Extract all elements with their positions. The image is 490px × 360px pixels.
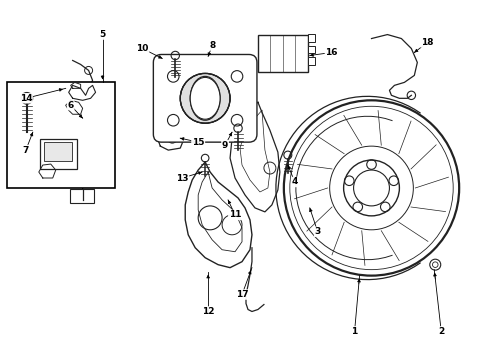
Text: 15: 15 (192, 138, 204, 147)
Bar (7, 82, 115, 188)
Text: 9: 9 (222, 141, 228, 150)
FancyBboxPatch shape (70, 189, 94, 203)
Text: 5: 5 (99, 30, 106, 39)
Text: 17: 17 (236, 290, 248, 299)
FancyBboxPatch shape (40, 139, 76, 169)
Text: 13: 13 (176, 174, 189, 183)
Text: 18: 18 (421, 38, 434, 47)
Text: 11: 11 (229, 210, 241, 219)
Ellipse shape (180, 73, 230, 123)
Text: 14: 14 (20, 94, 32, 103)
FancyBboxPatch shape (153, 54, 257, 142)
Bar (258, 35, 308, 72)
Bar (308, 45, 315, 54)
Text: 7: 7 (23, 145, 29, 154)
Text: 3: 3 (315, 227, 321, 236)
Bar (308, 58, 315, 66)
Text: 6: 6 (68, 101, 74, 110)
Text: 8: 8 (209, 41, 215, 50)
Text: 10: 10 (136, 44, 148, 53)
Text: 4: 4 (292, 177, 298, 186)
Text: 1: 1 (351, 327, 358, 336)
Text: 16: 16 (325, 48, 338, 57)
Bar (308, 33, 315, 41)
FancyBboxPatch shape (44, 141, 72, 161)
Text: 2: 2 (438, 327, 444, 336)
Ellipse shape (190, 77, 220, 119)
Ellipse shape (190, 76, 220, 120)
Text: 12: 12 (202, 307, 215, 316)
